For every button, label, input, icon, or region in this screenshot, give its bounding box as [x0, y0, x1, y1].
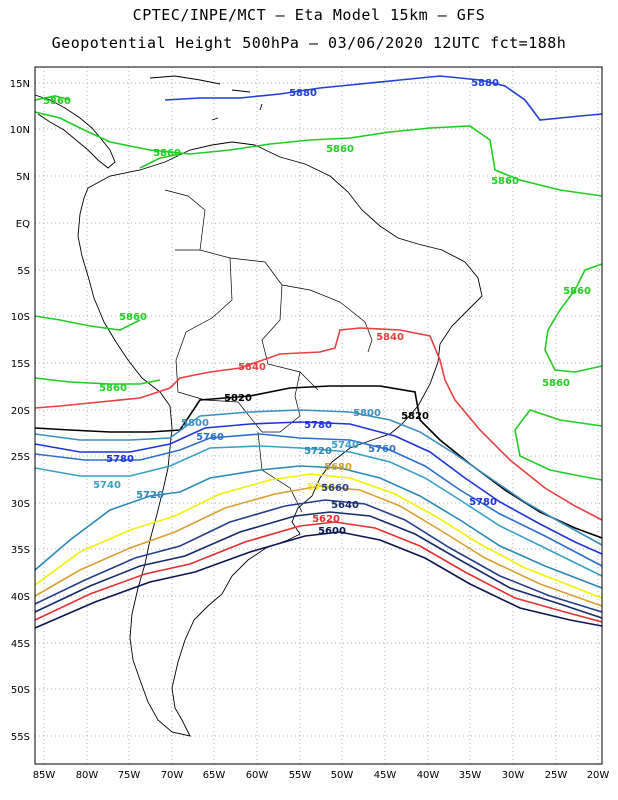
- contour-5640: [34, 511, 603, 619]
- chart-title-line2: Geopotential Height 500hPa – 03/06/2020 …: [51, 34, 567, 52]
- lon-tick-label: 20W: [587, 770, 610, 781]
- south-america-coastline: [77, 141, 483, 737]
- lat-tick-label: 15S: [11, 359, 30, 370]
- lon-tick-label: 25W: [545, 770, 568, 781]
- contour-label: 5860: [326, 144, 354, 155]
- lat-tick-label: 50S: [11, 685, 30, 696]
- contour-label: 5780: [106, 454, 134, 465]
- contour-label: 5660: [321, 483, 349, 494]
- lon-tick-label: 60W: [246, 770, 269, 781]
- contour-5740: [34, 445, 603, 577]
- coastlines: [34, 75, 483, 737]
- contour-label: 5780: [304, 420, 332, 431]
- contour-5620: [34, 521, 603, 623]
- contour-label: 5620: [312, 514, 340, 525]
- lat-tick-label: 30S: [11, 499, 30, 510]
- contour-label: 5860: [43, 96, 71, 107]
- axis-labels: 15N 10N 5N EQ 5S 10S 15S 20S 25S 30S 35S 40S 45S 50S 5…: [10, 79, 610, 781]
- lat-tick-label: 5S: [17, 266, 30, 277]
- contour-5860: [544, 263, 603, 373]
- contour-label: 5600: [318, 526, 346, 537]
- lon-tick-label: 80W: [76, 770, 99, 781]
- contour-label: 5820: [401, 411, 429, 422]
- lat-tick-label: 35S: [11, 545, 30, 556]
- country-borders: [164, 189, 373, 513]
- contour-5660: [34, 499, 603, 613]
- lat-tick-label: 55S: [11, 732, 30, 743]
- contour-labels: 5880 5880 5860 5860 5860 5860 5860 5860 5860 5860…: [43, 78, 591, 537]
- contour-label: 5780: [469, 497, 497, 508]
- lon-tick-label: 30W: [502, 770, 525, 781]
- contour-label: 5680: [324, 462, 352, 473]
- lon-tick-label: 70W: [161, 770, 184, 781]
- lat-tick-label: EQ: [16, 219, 30, 230]
- lat-tick-label: 10S: [11, 312, 30, 323]
- contour-label: 5760: [196, 432, 224, 443]
- contour-5860: [34, 95, 181, 169]
- map-frame: [34, 66, 603, 765]
- chart-title-line1: CPTEC/INPE/MCT – Eta Model 15km – GFS: [132, 6, 486, 24]
- lon-tick-label: 40W: [417, 770, 440, 781]
- contour-label: 5860: [491, 176, 519, 187]
- contour-label: 5800: [181, 418, 209, 429]
- contour-label: 5700: [307, 482, 335, 493]
- contour-5820: [34, 385, 603, 539]
- central-america-coastline: [34, 94, 116, 169]
- contour-5860: [34, 315, 141, 331]
- contour-label: 5860: [153, 148, 181, 159]
- contour-label: 5740: [331, 440, 359, 451]
- contour-5860: [514, 409, 603, 481]
- lon-tick-label: 50W: [331, 770, 354, 781]
- contour-5840: [34, 327, 603, 521]
- lon-tick-label: 35W: [459, 770, 482, 781]
- contour-5760: [34, 433, 603, 567]
- contour-5860: [34, 377, 161, 385]
- contour-label: 5860: [99, 383, 127, 394]
- contour-5880: [164, 75, 603, 121]
- contour-label: 5640: [331, 500, 359, 511]
- contour-label: 5840: [376, 332, 404, 343]
- contour-label: 5860: [542, 378, 570, 389]
- contour-label: 5860: [119, 312, 147, 323]
- contour-5780: [34, 421, 603, 555]
- lat-tick-label: 40S: [11, 592, 30, 603]
- contour-5720: [34, 465, 603, 589]
- caribbean-islands: [149, 75, 263, 121]
- lat-tick-label: 20S: [11, 406, 30, 417]
- contour-label: 5720: [304, 446, 332, 457]
- lat-tick-label: 5N: [16, 172, 30, 183]
- grid-lines: [35, 67, 602, 764]
- contour-label: 5720: [136, 490, 164, 501]
- contour-label: 5740: [93, 480, 121, 491]
- contour-label: 5860: [563, 286, 591, 297]
- contour-label: 5760: [368, 444, 396, 455]
- contour-lines: [34, 75, 603, 629]
- contour-label: 5820: [224, 393, 252, 404]
- lon-tick-label: 85W: [33, 770, 56, 781]
- contour-5800: [34, 409, 603, 546]
- contour-5680: [34, 485, 603, 607]
- lat-tick-label: 45S: [11, 639, 30, 650]
- contour-5600: [34, 531, 603, 629]
- contour-label: 5840: [238, 362, 266, 373]
- contour-label: 5880: [289, 88, 317, 99]
- contour-5860: [34, 111, 603, 197]
- lon-tick-label: 45W: [374, 770, 397, 781]
- lat-tick-label: 25S: [11, 452, 30, 463]
- contour-label: 5880: [471, 78, 499, 89]
- lon-tick-label: 75W: [118, 770, 141, 781]
- contour-label: 5800: [353, 408, 381, 419]
- lon-tick-label: 65W: [203, 770, 226, 781]
- contour-5700: [34, 473, 603, 599]
- lat-tick-label: 10N: [10, 125, 30, 136]
- lat-tick-label: 15N: [10, 79, 30, 90]
- lon-tick-label: 55W: [289, 770, 312, 781]
